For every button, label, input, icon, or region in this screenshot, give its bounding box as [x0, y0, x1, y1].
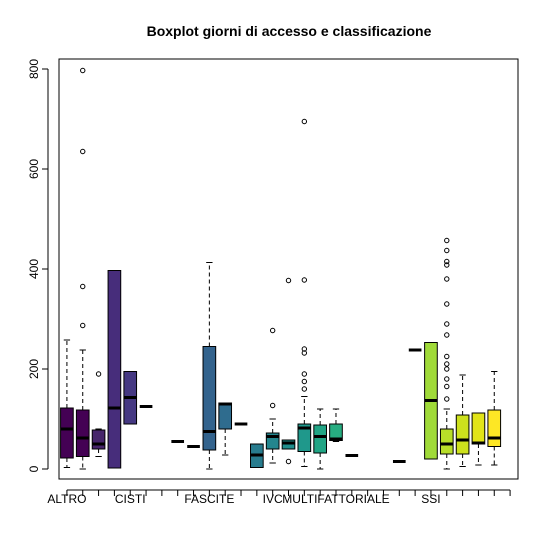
box-body	[107, 270, 122, 469]
box-13	[250, 443, 264, 468]
box-2	[75, 67, 90, 470]
chart-title: Boxplot giorni di accesso e classificazi…	[147, 23, 432, 39]
box-14	[265, 327, 280, 464]
outlier-point	[80, 148, 86, 155]
y-tick-label: 400	[27, 259, 41, 279]
outlier-point	[301, 371, 308, 377]
box-body	[75, 409, 90, 457]
box-26	[455, 374, 470, 467]
x-tick-label: CISTI	[115, 492, 146, 506]
box-25	[439, 237, 454, 470]
box-1	[60, 339, 74, 468]
outlier-point	[444, 376, 450, 382]
plot-frame	[58, 58, 519, 480]
x-tick-label: IVC	[263, 492, 283, 506]
box-body	[439, 428, 454, 455]
outlier-point	[95, 371, 102, 377]
outlier-point	[80, 67, 86, 74]
x-tick-label: ALTRO	[47, 492, 86, 506]
y-tick-label: 600	[27, 159, 41, 179]
box-3	[91, 371, 106, 457]
x-tick-label: FASCITE	[184, 492, 234, 506]
outlier-point	[301, 118, 308, 125]
outlier-point	[444, 361, 450, 367]
outlier-point	[269, 402, 276, 409]
box-11	[218, 402, 233, 456]
box-body	[297, 423, 312, 452]
outlier-point	[444, 258, 450, 265]
outlier-point	[301, 346, 308, 352]
y-tick-label: 200	[27, 359, 41, 379]
box-17	[313, 408, 327, 470]
y-tick-label: 0	[27, 465, 41, 472]
box-body	[487, 409, 502, 447]
y-tick-label: 800	[27, 59, 41, 79]
x-tick-label: MULTIFATTORIALE	[282, 492, 389, 506]
outlier-point	[301, 378, 308, 385]
outlier-point	[444, 301, 450, 307]
outlier-point	[285, 277, 292, 284]
boxes-group	[60, 67, 502, 470]
outlier-point	[444, 321, 450, 327]
outlier-point	[444, 332, 450, 338]
box-body	[202, 346, 217, 451]
box-16	[297, 118, 312, 467]
outlier-point	[301, 277, 308, 283]
box-body	[313, 424, 327, 454]
outlier-point	[285, 458, 292, 465]
outlier-point	[444, 276, 450, 282]
box-24	[424, 342, 438, 460]
outlier-point	[444, 396, 450, 402]
box-27	[471, 412, 486, 466]
box-4	[107, 270, 122, 469]
outlier-point	[444, 247, 450, 254]
box-body	[455, 414, 470, 455]
outlier-point	[80, 322, 86, 329]
box-body	[471, 412, 486, 445]
outlier-point	[444, 366, 450, 372]
x-axis: ALTRO CISTI FASCITE IVC MULTIFATTORIALE SSI	[47, 489, 511, 506]
outlier-point	[444, 353, 450, 360]
box-body	[91, 429, 106, 450]
outlier-point	[444, 237, 450, 244]
box-5	[123, 371, 138, 425]
box-body	[218, 402, 233, 430]
box-body	[60, 407, 74, 459]
box-15	[281, 277, 296, 465]
outlier-point	[301, 386, 308, 392]
outlier-point	[269, 327, 276, 334]
outlier-point	[444, 383, 450, 390]
box-18	[329, 408, 343, 442]
outlier-point	[80, 283, 86, 290]
box-10	[202, 262, 217, 470]
y-axis: 0 200 400 600 800	[27, 59, 49, 472]
outlier-point	[444, 262, 450, 268]
x-tick-label: SSI	[421, 492, 440, 506]
box-28	[487, 371, 502, 466]
